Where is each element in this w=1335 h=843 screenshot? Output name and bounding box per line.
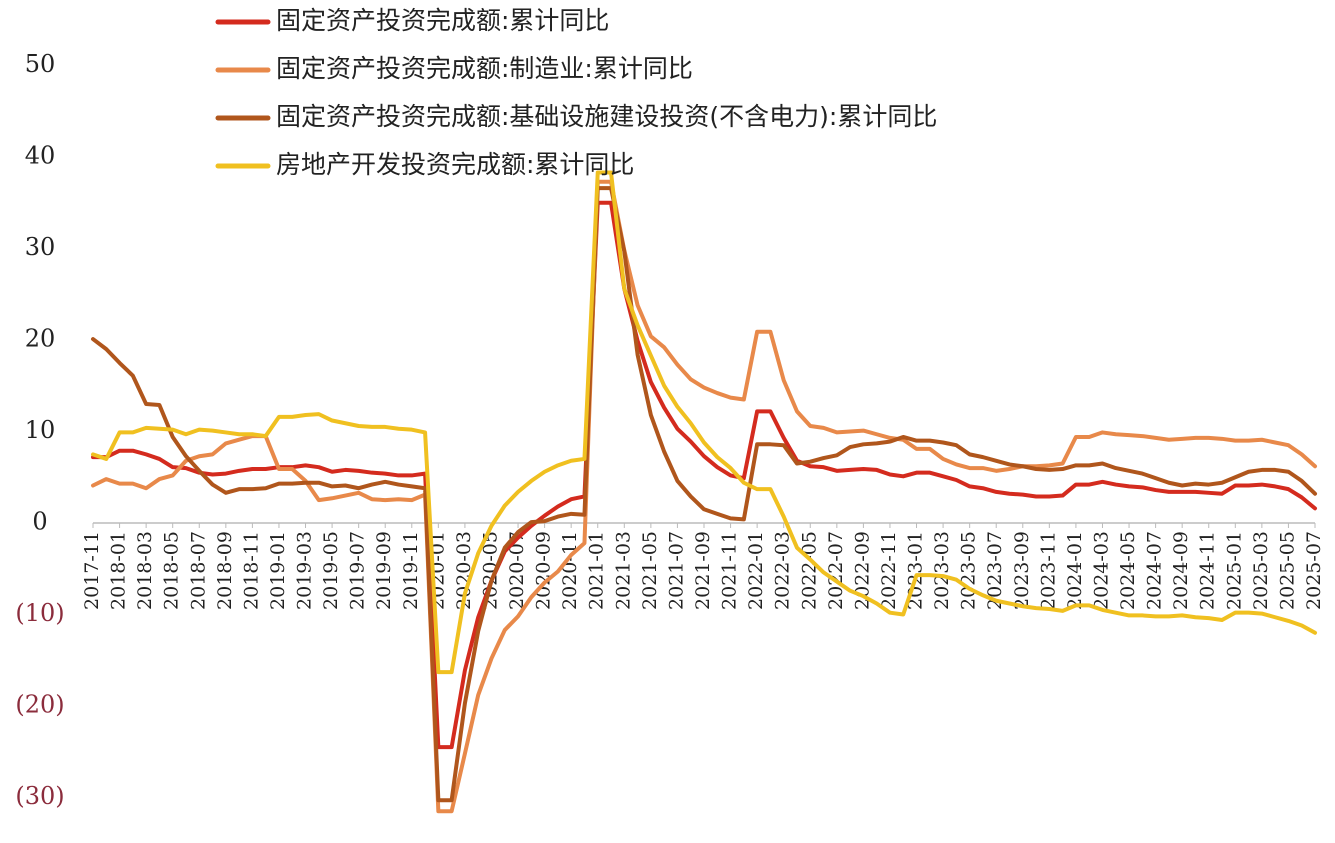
x-tick-label: 2020-09 bbox=[533, 531, 555, 610]
legend-label: 固定资产投资完成额:累计同比 bbox=[276, 6, 609, 35]
x-tick-label: 2018-07 bbox=[187, 531, 209, 610]
x-tick-label: 2022-11 bbox=[878, 531, 900, 610]
x-tick-label: 2018-09 bbox=[214, 531, 236, 610]
x-tick-label: 2017-11 bbox=[81, 531, 103, 610]
y-tick-label: (10) bbox=[15, 599, 64, 627]
x-tick-label: 2024-07 bbox=[1144, 531, 1166, 610]
x-tick-label: 2023-07 bbox=[984, 531, 1006, 610]
x-tick-label: 2020-05 bbox=[479, 531, 501, 610]
x-tick-label: 2024-05 bbox=[1117, 531, 1139, 610]
x-tick-label: 2021-05 bbox=[639, 531, 661, 610]
y-tick-label: 30 bbox=[25, 233, 56, 261]
x-tick-label: 2019-09 bbox=[373, 531, 395, 610]
y-tick-label: (30) bbox=[15, 782, 64, 810]
x-tick-label: 2024-09 bbox=[1170, 531, 1192, 610]
y-tick-label: 50 bbox=[25, 50, 56, 78]
x-tick-label: 2018-11 bbox=[240, 531, 262, 610]
legend-label: 房地产开发投资完成额:累计同比 bbox=[276, 150, 634, 179]
x-tick-label: 2021-11 bbox=[719, 531, 741, 610]
x-tick-label: 2023-11 bbox=[1037, 531, 1059, 610]
x-tick-label: 2025-05 bbox=[1276, 531, 1298, 610]
x-tick-label: 2020-11 bbox=[559, 531, 581, 610]
x-tick-label: 2021-07 bbox=[665, 531, 687, 610]
y-tick-label: 10 bbox=[25, 416, 56, 444]
x-tick-label: 2018-05 bbox=[161, 531, 183, 610]
series-line bbox=[91, 200, 1317, 750]
x-tick-label: 2024-11 bbox=[1197, 531, 1219, 610]
series-line bbox=[91, 186, 1317, 803]
x-tick-label: 2020-03 bbox=[453, 531, 475, 610]
y-tick-label: (20) bbox=[15, 691, 64, 719]
x-tick-label: 2025-07 bbox=[1303, 531, 1325, 610]
x-tick-label: 2024-01 bbox=[1064, 531, 1086, 610]
x-tick-label: 2021-03 bbox=[612, 531, 634, 610]
x-tick-label: 2025-03 bbox=[1250, 531, 1272, 610]
x-tick-label: 2020-07 bbox=[506, 531, 528, 610]
series-line bbox=[91, 179, 1317, 814]
x-tick-label: 2019-03 bbox=[294, 531, 316, 610]
x-tick-label: 2022-03 bbox=[772, 531, 794, 610]
x-tick-label: 2018-03 bbox=[134, 531, 156, 610]
x-tick-label: 2022-09 bbox=[851, 531, 873, 610]
x-tick-label: 2023-09 bbox=[1011, 531, 1033, 610]
x-tick-label: 2018-01 bbox=[108, 531, 130, 610]
legend-label: 固定资产投资完成额:制造业:累计同比 bbox=[276, 54, 693, 83]
x-tick-label: 2021-01 bbox=[586, 531, 608, 610]
y-tick-label: 0 bbox=[32, 508, 47, 536]
x-tick-label: 2019-07 bbox=[347, 531, 369, 610]
x-tick-label: 2019-11 bbox=[400, 531, 422, 610]
x-tick-label: 2022-07 bbox=[825, 531, 847, 610]
x-tick-label: 2023-03 bbox=[931, 531, 953, 610]
x-tick-label: 2024-03 bbox=[1090, 531, 1112, 610]
y-tick-label: 40 bbox=[25, 142, 56, 170]
legend-label: 固定资产投资完成额:基础设施建设投资(不含电力):累计同比 bbox=[276, 102, 937, 131]
x-tick-label: 2025-01 bbox=[1223, 531, 1245, 610]
x-tick-label: 2021-09 bbox=[692, 531, 714, 610]
x-tick-label: 2022-01 bbox=[745, 531, 767, 610]
x-tick-label: 2023-05 bbox=[958, 531, 980, 610]
x-tick-label: 2019-01 bbox=[267, 531, 289, 610]
x-tick-label: 2019-05 bbox=[320, 531, 342, 610]
x-tick-label: 2022-05 bbox=[798, 531, 820, 610]
series-line bbox=[91, 170, 1317, 675]
y-tick-label: 20 bbox=[25, 325, 56, 353]
